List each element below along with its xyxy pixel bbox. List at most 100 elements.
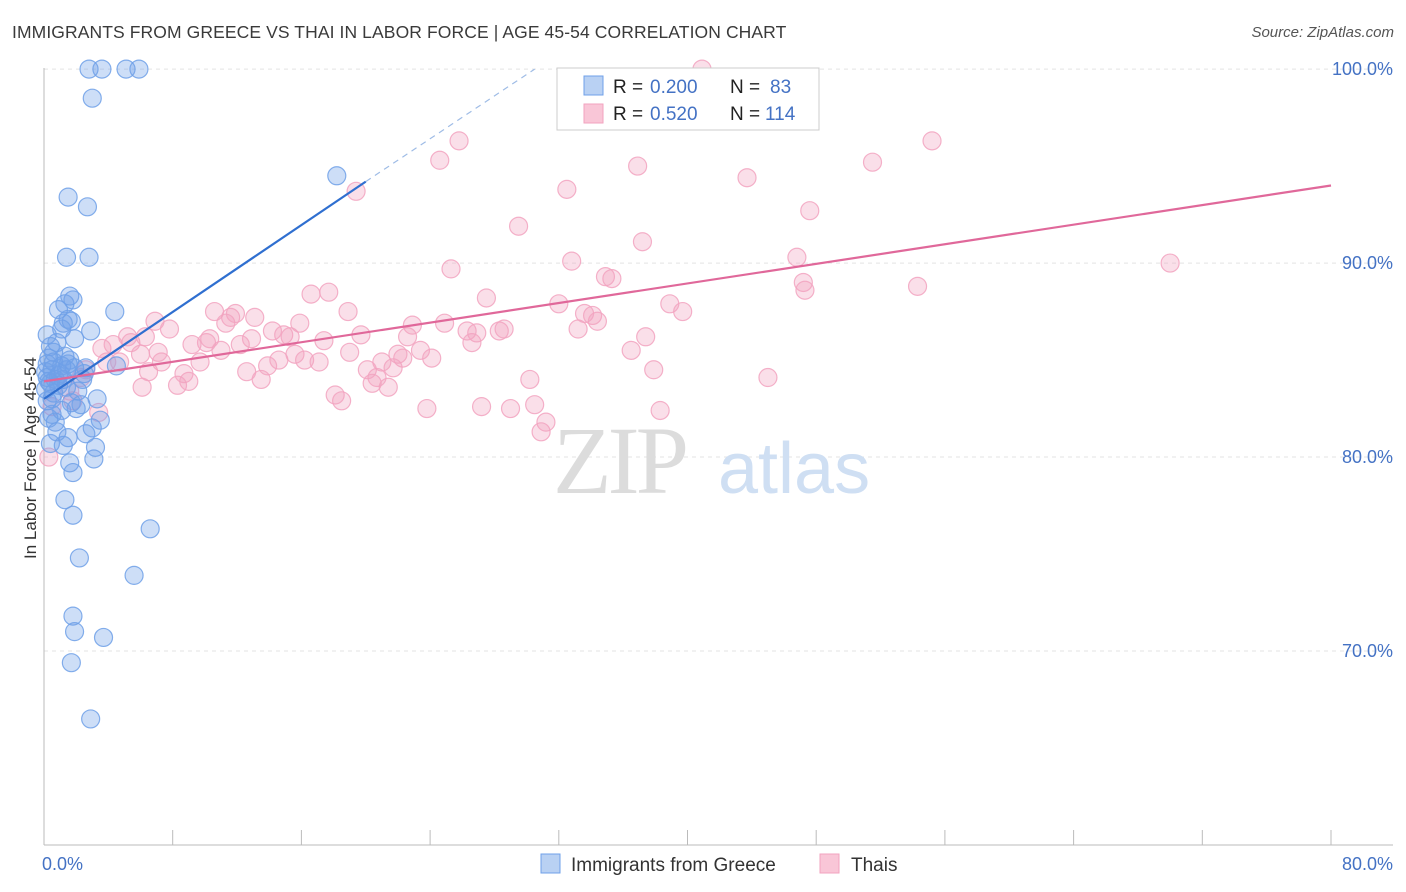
thai-point-62 [417, 398, 437, 419]
thai-point-103 [800, 201, 820, 221]
legend-r-value-greece: 0.200 [650, 77, 698, 98]
y-tick-label-100: 100.0% [1332, 59, 1393, 79]
greece-point-62 [63, 505, 83, 525]
thai-point-64 [430, 150, 450, 170]
thai-point-59 [397, 327, 418, 347]
thai-point-61 [410, 340, 431, 360]
thai-point-26 [211, 340, 231, 360]
thai-point-75 [508, 216, 529, 236]
greece-point-70 [81, 709, 101, 729]
thai-point-65 [434, 313, 455, 333]
greece-point-58 [84, 449, 104, 469]
greece-point-79 [64, 329, 85, 349]
greece-point-64 [69, 548, 89, 568]
greece-point-61 [55, 490, 75, 510]
x-tick-label-max: 80.0% [1342, 854, 1393, 874]
thai-point-35 [262, 321, 283, 341]
series-legend-swatch-greece [540, 853, 561, 874]
thai-point-21 [182, 334, 202, 355]
trend-lines [43, 68, 1332, 400]
thai-point-105 [907, 276, 928, 296]
greece-point-80 [42, 389, 62, 409]
thai-point-102 [795, 280, 815, 300]
watermark-atlas: atlas [718, 429, 870, 509]
legend-r-value-thai: 0.520 [650, 104, 698, 125]
thai-point-98 [737, 168, 757, 188]
greece-point-63 [140, 519, 160, 539]
thai-point-86 [587, 311, 608, 331]
legend-n-label-thai: N = [730, 104, 760, 125]
thai-point-71 [476, 288, 497, 308]
greece-point-74 [44, 342, 64, 362]
greece-point-82 [37, 325, 57, 345]
thai-point-24 [200, 329, 220, 349]
thai-point-104 [862, 152, 883, 172]
legend: R = 0.200 N = 83 R = 0.520 N = 114 [556, 67, 820, 131]
legend-n-label-greece: N = [730, 77, 760, 98]
thai-point-81 [557, 179, 577, 199]
x-tick-marks [43, 830, 1332, 845]
greece-point-5 [327, 166, 347, 186]
greece-trend-extension [365, 68, 536, 183]
y-axis-label: In Labor Force | Age 45-54 [21, 357, 40, 559]
thai-point-55 [378, 377, 398, 397]
chart-source: Source: ZipAtlas.com [1251, 24, 1394, 41]
series-legend-swatch-thai [819, 853, 840, 874]
thai-point-66 [441, 259, 461, 279]
y-tick-label-80: 80.0% [1342, 447, 1393, 467]
watermark: ZIP atlas [553, 407, 870, 514]
greece-points [36, 59, 347, 729]
thai-point-110 [241, 329, 262, 349]
legend-r-label-greece: R = [613, 77, 643, 98]
thai-point-67 [449, 131, 469, 151]
series-legend-label-thai: Thais [851, 855, 897, 876]
greece-point-54 [76, 424, 96, 444]
thai-point-34 [258, 356, 278, 376]
greece-point-75 [68, 381, 88, 401]
thai-point-12 [130, 344, 151, 364]
greece-point-77 [45, 412, 65, 432]
greece-point-81 [60, 350, 80, 370]
thai-point-77 [525, 395, 545, 415]
thai-point-88 [602, 268, 622, 289]
thai-point-30 [230, 334, 250, 355]
thai-point-32 [245, 307, 265, 327]
thai-point-90 [628, 156, 648, 176]
thai-point-54 [372, 352, 392, 372]
thai-point-49 [346, 181, 366, 201]
series-legend: Immigrants from Greece Thais [540, 853, 897, 876]
thai-point-101 [793, 272, 813, 293]
watermark-zip: ZIP [553, 407, 686, 514]
greece-point-1 [92, 59, 112, 79]
thai-point-93 [644, 360, 664, 380]
legend-r-label-thai: R = [613, 104, 643, 125]
thai-point-89 [621, 340, 641, 360]
thai-point-109 [179, 371, 199, 391]
y-tick-label-70: 70.0% [1342, 641, 1393, 661]
y-tick-label-90: 90.0% [1342, 253, 1393, 273]
legend-swatch-greece [583, 75, 604, 96]
thai-point-39 [285, 344, 305, 364]
thai-point-40 [290, 313, 310, 333]
thai-point-69 [462, 333, 482, 353]
greece-point-14 [105, 301, 125, 322]
greece-point-8 [56, 247, 77, 267]
thai-point-70 [471, 397, 492, 417]
greece-point-66 [63, 606, 83, 626]
x-tick-label-min: 0.0% [42, 854, 83, 874]
thai-point-29 [225, 303, 246, 324]
thai-point-96 [673, 301, 693, 322]
thai-point-92 [636, 327, 656, 347]
greece-point-65 [124, 565, 144, 585]
thai-point-111 [467, 323, 487, 343]
series-legend-label-greece: Immigrants from Greece [571, 855, 776, 876]
greece-point-56 [53, 435, 73, 456]
thai-point-63 [422, 348, 442, 368]
greece-point-60 [63, 462, 83, 483]
greece-point-4 [82, 88, 102, 108]
thai-point-78 [531, 422, 551, 442]
thai-point-48 [338, 301, 358, 322]
greece-point-49 [90, 410, 110, 430]
legend-swatch-thai [583, 103, 604, 124]
